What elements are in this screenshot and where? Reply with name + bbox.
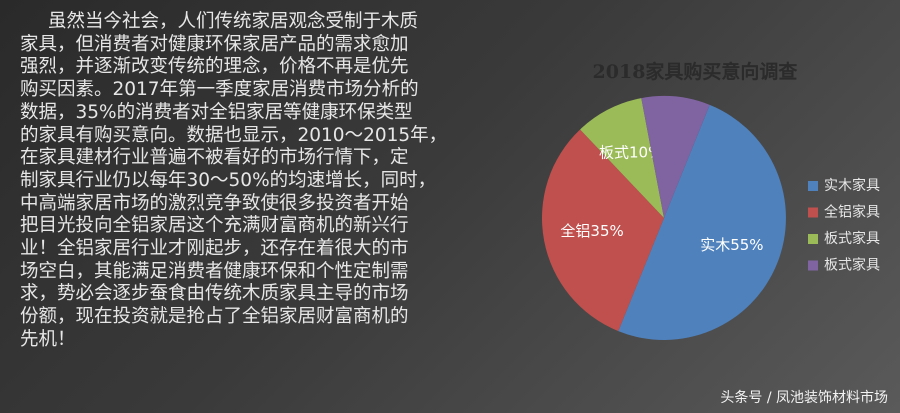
legend-label: 板式家具 [824, 257, 880, 274]
data-label: 板式10% [599, 143, 662, 161]
pie-slice [618, 104, 786, 340]
text-line: 求，势必会逐步蚕食由传统木质家具主导的市场 [20, 283, 409, 305]
text-line: 场空白，其能满足消费者健康环保和个性定制需 [20, 260, 409, 282]
pie-slice [580, 98, 664, 218]
legend-label: 板式家具 [824, 230, 880, 247]
text-line: 家具，但消费者对健康环保家居产品的需求愈加 [20, 33, 409, 55]
legend-swatch [808, 260, 818, 271]
legend-swatch [808, 181, 818, 191]
pie-slice [542, 129, 664, 332]
chart-title: 2018家具购买意向调查 [593, 60, 799, 83]
text-line: 中高端家居市场的激烈竞争致使很多投资者开始 [20, 192, 409, 214]
footer: 头条号 / 凤池装饰材料市场 [720, 389, 888, 406]
text-line: 强烈，并逐渐改变传统的理念，价格不再是优先 [20, 56, 409, 78]
text-line: 的家具有购买意向。数据也显示，2010～2015年， [20, 124, 448, 146]
text-line: 业！全铝家居行业才刚起步，还存在着很大的市 [20, 238, 409, 260]
paragraph: 虽然当今社会，人们传统家居观念受制于木质 家具，但消费者对健康环保家居产品的需求愈… [20, 11, 447, 352]
legend-swatch [808, 207, 818, 218]
data-label: 全铝35% [560, 222, 623, 240]
text-line: 份额，现在投资就是抢占了全铝家居财富商机的 [20, 306, 409, 328]
text-line: 把目光投向全铝家居这个充满财富商机的新兴行 [20, 215, 409, 237]
legend-label: 全铝家具 [824, 204, 880, 221]
text-line: 虽然当今社会，人们传统家居观念受制于木质 [48, 11, 419, 32]
text-line: 在家具建材行业普遍不被看好的市场行情下，定 [20, 147, 409, 169]
legend-label: 实木家具 [824, 177, 880, 194]
data-label: 实木55% [700, 236, 763, 254]
text-line: 先机！ [20, 328, 76, 350]
text-line: 购买因素。2017年第一季度家居消费市场分析的 [20, 79, 419, 101]
pie-slice [641, 95, 710, 218]
legend-swatch [808, 234, 818, 244]
text-line: 数据，35%的消费者对全铝家居等健康环保类型 [20, 101, 413, 123]
text-line: 制家具行业仍以每年30～50%的均速增长，同时， [20, 169, 437, 191]
